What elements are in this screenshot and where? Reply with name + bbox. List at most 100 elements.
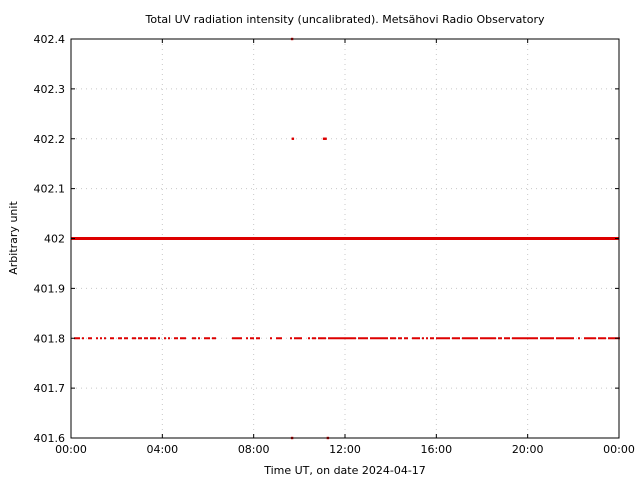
data-point bbox=[578, 337, 580, 340]
data-point bbox=[350, 337, 352, 340]
data-point bbox=[348, 337, 350, 340]
data-point bbox=[276, 337, 278, 340]
data-point bbox=[458, 337, 460, 340]
data-point bbox=[330, 337, 332, 340]
data-point bbox=[444, 337, 446, 340]
y-tick-label: 402.1 bbox=[34, 183, 66, 196]
data-point bbox=[590, 337, 592, 340]
data-point bbox=[482, 337, 484, 340]
data-point bbox=[470, 337, 472, 340]
data-point bbox=[212, 337, 214, 340]
data-point bbox=[152, 337, 154, 340]
data-point bbox=[360, 337, 362, 340]
data-point bbox=[500, 337, 502, 340]
data-point bbox=[336, 337, 338, 340]
data-point bbox=[556, 337, 558, 340]
data-point bbox=[592, 337, 594, 340]
data-point bbox=[604, 337, 606, 340]
data-point bbox=[290, 337, 292, 340]
data-point bbox=[158, 337, 160, 340]
data-point bbox=[456, 337, 458, 340]
data-point bbox=[550, 337, 552, 340]
x-tick-label: 00:00 bbox=[603, 443, 635, 456]
data-point bbox=[126, 337, 128, 340]
data-point bbox=[76, 337, 78, 340]
data-point bbox=[480, 337, 482, 340]
data-point bbox=[206, 337, 208, 340]
data-point bbox=[520, 337, 522, 340]
data-point bbox=[318, 337, 320, 340]
data-point bbox=[278, 337, 280, 340]
data-point bbox=[322, 337, 324, 340]
data-point bbox=[514, 337, 516, 340]
data-point bbox=[422, 337, 424, 340]
data-point bbox=[412, 337, 414, 340]
data-point bbox=[134, 337, 136, 340]
x-tick-label: 08:00 bbox=[238, 443, 270, 456]
data-point bbox=[472, 337, 474, 340]
data-point bbox=[404, 337, 406, 340]
data-point bbox=[332, 337, 334, 340]
data-point bbox=[176, 337, 178, 340]
data-point bbox=[291, 137, 295, 140]
data-point bbox=[542, 337, 544, 340]
data-point bbox=[236, 337, 238, 340]
data-point bbox=[534, 337, 536, 340]
y-axis-label: Arbitrary unit bbox=[7, 201, 20, 275]
data-point bbox=[370, 337, 372, 340]
data-point bbox=[546, 337, 548, 340]
data-point bbox=[204, 337, 206, 340]
data-point bbox=[208, 337, 210, 340]
data-point bbox=[394, 337, 396, 340]
data-point bbox=[90, 337, 92, 340]
y-tick-label: 402.4 bbox=[34, 33, 66, 46]
data-point bbox=[334, 337, 336, 340]
data-point bbox=[468, 337, 470, 340]
data-point bbox=[558, 337, 560, 340]
data-point bbox=[492, 337, 494, 340]
data-point bbox=[526, 337, 528, 340]
data-point bbox=[584, 337, 586, 340]
data-point bbox=[324, 137, 327, 140]
x-tick-label: 20:00 bbox=[512, 443, 544, 456]
y-tick-label: 401.7 bbox=[34, 382, 66, 395]
data-point bbox=[488, 337, 490, 340]
data-point bbox=[610, 337, 612, 340]
data-point bbox=[364, 337, 366, 340]
data-point bbox=[140, 337, 142, 340]
data-point bbox=[508, 337, 510, 340]
data-point bbox=[536, 337, 538, 340]
data-point bbox=[192, 337, 194, 340]
data-point bbox=[568, 337, 570, 340]
data-point bbox=[566, 337, 568, 340]
data-point bbox=[476, 337, 478, 340]
data-point bbox=[270, 337, 272, 340]
y-tick-label: 401.8 bbox=[34, 332, 66, 345]
data-point bbox=[154, 337, 156, 340]
y-tick-label: 402 bbox=[44, 233, 65, 246]
data-point bbox=[436, 337, 438, 340]
data-point bbox=[296, 337, 298, 340]
data-point bbox=[562, 337, 564, 340]
data-point bbox=[144, 337, 146, 340]
data-point bbox=[484, 337, 486, 340]
data-point bbox=[400, 337, 402, 340]
data-point bbox=[150, 337, 152, 340]
data-point bbox=[406, 337, 408, 340]
data-point bbox=[486, 337, 488, 340]
data-point bbox=[452, 337, 454, 340]
x-tick-label: 16:00 bbox=[420, 443, 452, 456]
data-point bbox=[338, 337, 340, 340]
y-tick-label: 401.9 bbox=[34, 282, 66, 295]
data-point bbox=[570, 337, 572, 340]
data-point bbox=[518, 337, 520, 340]
data-point bbox=[182, 337, 184, 340]
data-point bbox=[506, 337, 508, 340]
data-point bbox=[462, 337, 464, 340]
data-point bbox=[232, 337, 234, 340]
data-point bbox=[454, 337, 456, 340]
data-point bbox=[398, 337, 400, 340]
data-point bbox=[120, 337, 122, 340]
data-point bbox=[308, 337, 310, 340]
